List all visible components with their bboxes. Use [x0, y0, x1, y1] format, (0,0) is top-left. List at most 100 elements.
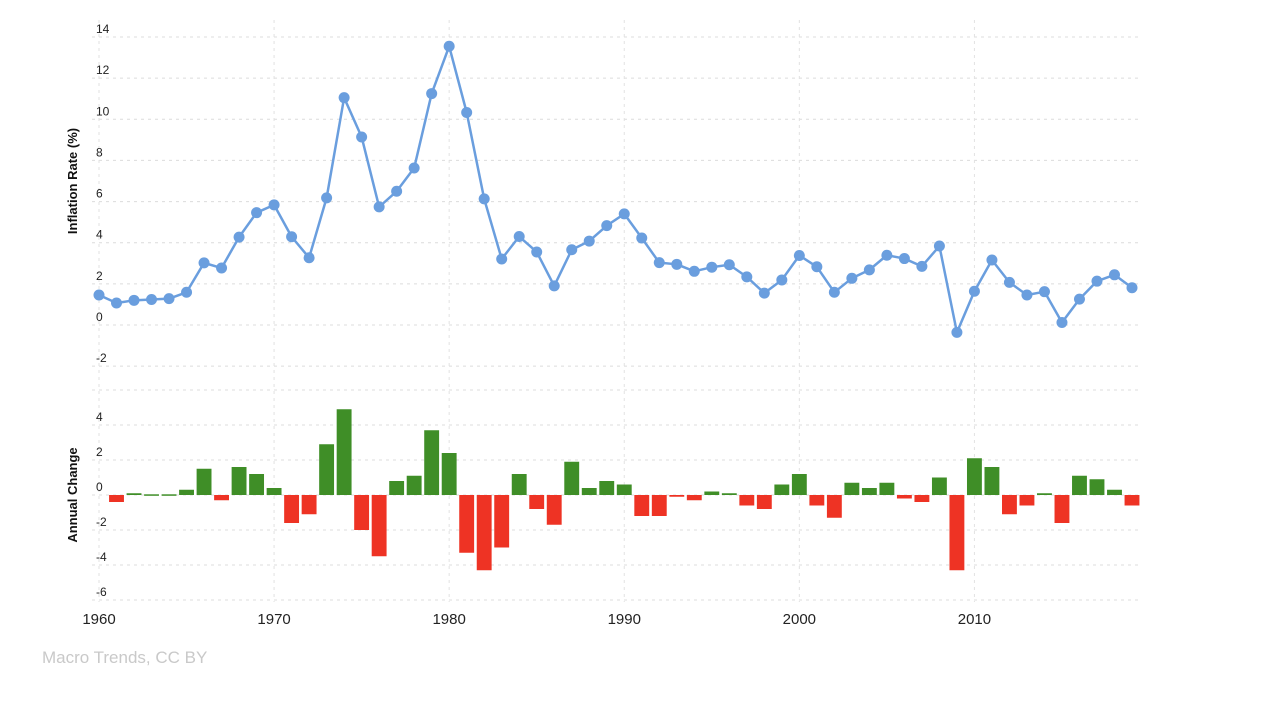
inflation-point — [671, 258, 683, 270]
annual-change-bar — [546, 495, 562, 525]
inflation-point — [1038, 286, 1050, 298]
annual-change-bar — [1054, 495, 1070, 523]
inflation-point — [111, 297, 123, 309]
annual-change-bar — [109, 495, 124, 502]
y-tick-label: 0 — [96, 310, 103, 324]
y-tick-label: 10 — [96, 104, 110, 118]
inflation-point — [1108, 269, 1120, 281]
annual-change-bar — [599, 481, 615, 495]
inflation-point — [618, 208, 630, 220]
annual-change-bar — [249, 474, 265, 495]
y-tick-label: 2 — [96, 445, 103, 459]
inflation-point — [513, 231, 525, 243]
annual-change-bar — [406, 475, 422, 495]
inflation-point — [846, 272, 858, 284]
inflation-point — [478, 193, 490, 205]
annual-change-bar — [1124, 495, 1140, 506]
annual-change-bar — [914, 495, 930, 502]
annual-change-bar — [459, 495, 475, 553]
y-tick-label: -2 — [96, 351, 107, 365]
annual-change-bar — [966, 458, 982, 495]
x-tick-label: 1980 — [432, 611, 465, 628]
inflation-point — [951, 326, 963, 338]
inflation-point — [128, 294, 140, 306]
inflation-point — [531, 246, 543, 258]
inflation-point — [286, 231, 298, 243]
y-tick-label: -2 — [96, 515, 107, 529]
vertical-grid — [98, 20, 975, 602]
inflation-point — [1126, 282, 1138, 294]
annual-change-bar — [931, 477, 947, 495]
annual-change-bar — [319, 444, 335, 495]
top-y-axis-ticks: 14 12 10 8 6 4 2 0 -2 — [96, 22, 110, 365]
inflation-point — [583, 235, 595, 247]
inflation-point — [408, 162, 420, 174]
inflation-point — [93, 289, 105, 301]
inflation-point — [163, 293, 175, 305]
annual-change-bar — [949, 495, 965, 571]
inflation-point — [636, 232, 648, 244]
annual-change-bar — [581, 488, 597, 495]
x-tick-label: 1960 — [82, 611, 115, 628]
annual-change-bar — [336, 409, 352, 495]
annual-change-bar — [686, 495, 702, 501]
annual-change-bar — [494, 495, 510, 548]
annual-change-bar — [651, 495, 667, 516]
annual-change-bar — [389, 481, 405, 495]
inflation-point — [653, 257, 665, 269]
inflation-point — [426, 88, 438, 100]
y-tick-label: 8 — [96, 145, 103, 159]
annual-change-bar — [196, 468, 212, 495]
annual-change-bar — [809, 495, 825, 506]
annual-change-bar — [896, 495, 912, 499]
annual-change-bar — [1001, 495, 1017, 515]
inflation-point — [723, 259, 735, 271]
inflation-point — [758, 287, 770, 299]
x-tick-label: 2000 — [783, 611, 816, 628]
annual-change-bar — [1019, 495, 1035, 506]
inflation-point — [338, 92, 350, 104]
inflation-point — [688, 265, 700, 277]
inflation-point — [968, 285, 980, 297]
annual-change-bar — [1037, 493, 1052, 495]
x-tick-label: 1970 — [257, 611, 290, 628]
inflation-point — [268, 199, 280, 211]
inflation-point — [216, 262, 228, 274]
inflation-point — [1073, 293, 1085, 305]
annual-change-bar — [879, 482, 895, 495]
inflation-point — [303, 252, 315, 264]
annual-change-bar — [231, 467, 247, 495]
inflation-point — [793, 249, 805, 261]
inflation-point — [548, 280, 560, 292]
annual-change-bar — [529, 495, 545, 509]
inflation-point — [461, 106, 473, 118]
inflation-point — [321, 192, 333, 204]
x-tick-label: 1990 — [608, 611, 641, 628]
annual-change-bar — [161, 494, 177, 496]
annual-change-bar — [634, 495, 650, 516]
y-tick-label: 4 — [96, 228, 103, 242]
inflation-point — [391, 185, 403, 197]
y-tick-label: -6 — [96, 585, 107, 599]
y-tick-label: 12 — [96, 63, 110, 77]
y-tick-label: 6 — [96, 187, 103, 201]
inflation-point — [706, 261, 718, 273]
inflation-point — [828, 286, 840, 298]
y-tick-label: 14 — [96, 22, 110, 36]
annual-change-bar — [1107, 489, 1122, 495]
inflation-point — [1091, 275, 1103, 287]
annual-change-bar — [861, 488, 877, 495]
inflation-point — [356, 131, 368, 143]
annual-change-bar — [669, 495, 685, 497]
annual-change-bar — [511, 474, 527, 495]
inflation-point — [601, 220, 613, 232]
annual-change-bar — [721, 493, 737, 495]
inflation-point — [863, 264, 875, 276]
annual-change-bar — [774, 484, 790, 495]
top-panel-grid — [92, 36, 1140, 367]
annual-change-bar — [476, 495, 492, 571]
y-tick-label: -4 — [96, 550, 107, 564]
x-tick-label: 2010 — [958, 611, 991, 628]
annual-change-bar — [126, 493, 142, 495]
